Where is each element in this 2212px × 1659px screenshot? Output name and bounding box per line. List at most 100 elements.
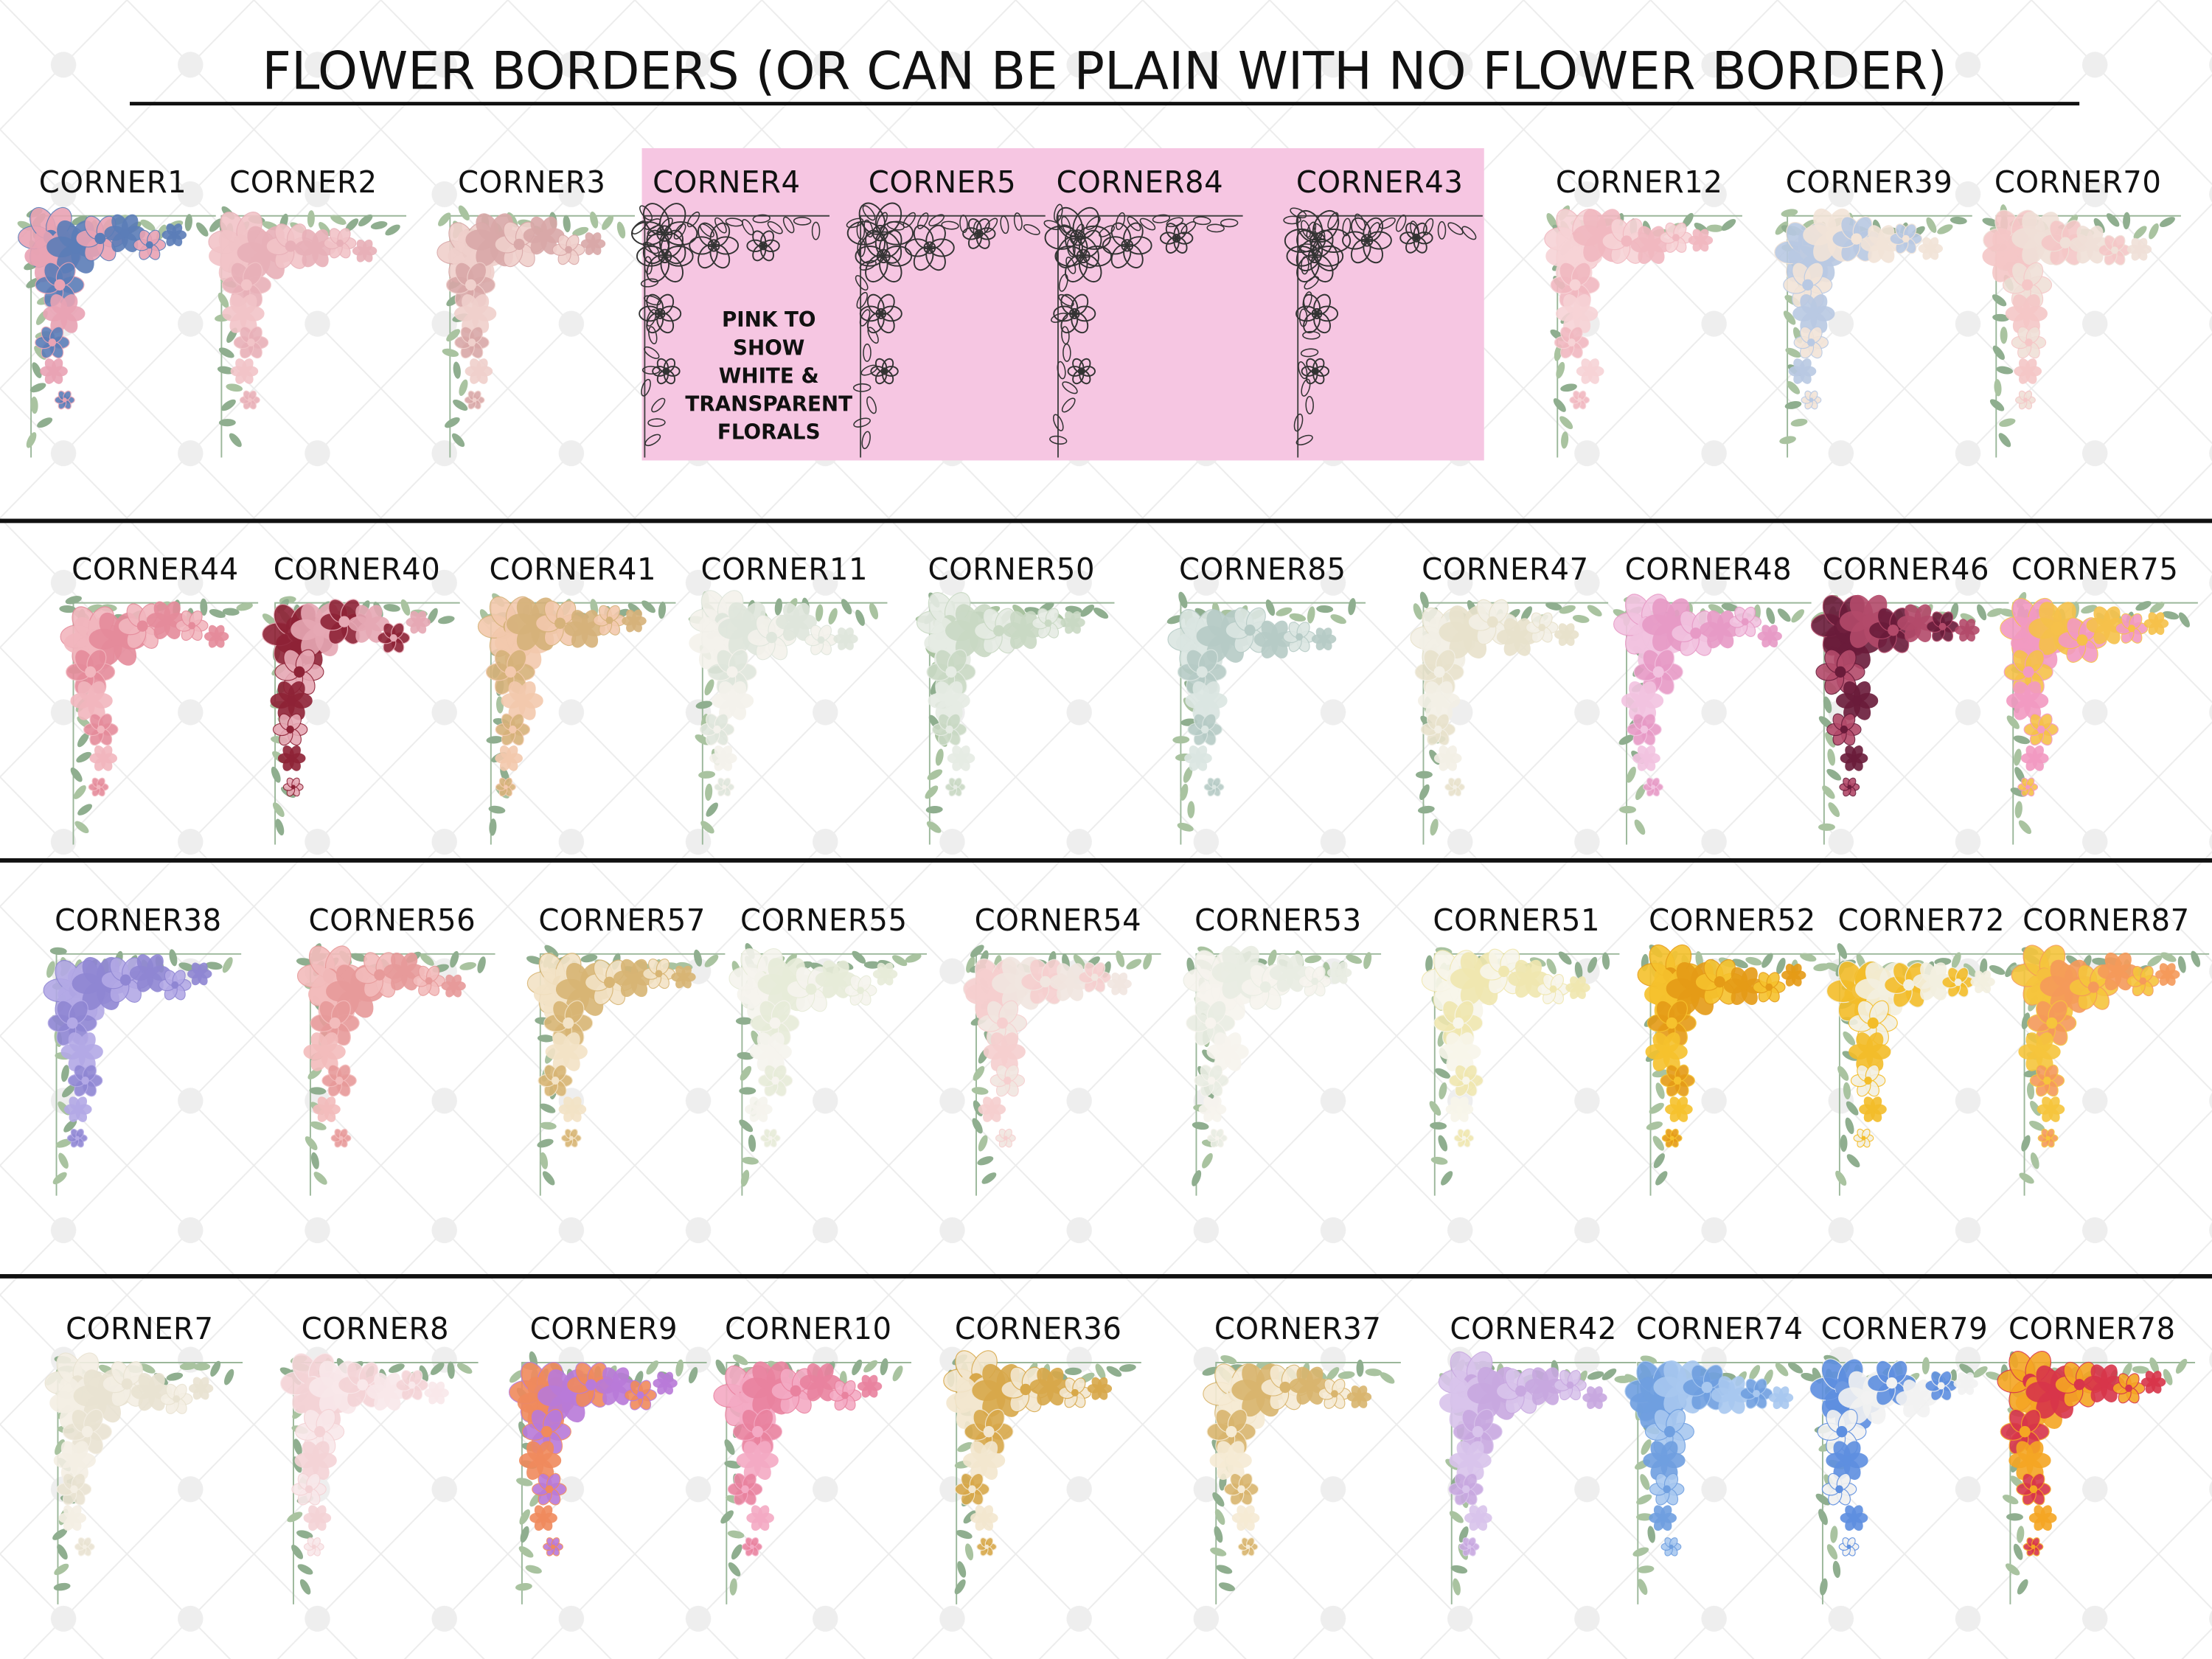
leaf	[1992, 313, 2010, 322]
leaf	[459, 379, 468, 396]
note-line: SHOW	[733, 335, 804, 360]
flower-center	[1927, 246, 1933, 251]
leaf	[220, 399, 236, 411]
flower-center	[1523, 974, 1534, 984]
flower-center	[1069, 229, 1086, 246]
petal	[879, 229, 902, 258]
flower-center	[1096, 1385, 1103, 1392]
flower-center	[1040, 975, 1051, 988]
flower-center	[171, 981, 179, 989]
flower-center	[535, 1455, 545, 1466]
flower-center	[1237, 1485, 1245, 1494]
flower-center	[755, 1106, 762, 1113]
flower-center	[983, 1426, 995, 1438]
flower-center	[1225, 1455, 1236, 1466]
leaf	[863, 343, 872, 362]
flower-center	[1331, 1390, 1338, 1398]
flower-center	[1172, 234, 1181, 243]
flower-center	[2048, 1106, 2054, 1113]
flower-center	[2076, 634, 2088, 646]
flower-center	[425, 977, 433, 985]
flower-center	[2039, 1514, 2046, 1521]
flower-center	[866, 1383, 873, 1389]
flower-center	[1767, 633, 1773, 639]
leaf	[1327, 212, 1339, 229]
flower-center	[1650, 785, 1656, 790]
flower-center	[97, 726, 105, 734]
leaf	[644, 346, 660, 359]
flower-center	[2022, 279, 2034, 291]
leaf	[453, 399, 468, 411]
leaf	[855, 275, 869, 291]
flower-center	[945, 666, 957, 678]
leaf	[1999, 418, 2016, 427]
flower-center	[1886, 1377, 1898, 1389]
flower-center	[1462, 1077, 1470, 1085]
flower-center	[382, 1387, 392, 1397]
leaf	[1553, 398, 1566, 412]
leaf	[1619, 806, 1637, 814]
flower-center	[476, 368, 482, 375]
flower-center	[1200, 726, 1209, 734]
flower-center	[1321, 636, 1327, 642]
note-line: FLORALS	[717, 420, 821, 444]
petal	[882, 358, 894, 373]
corner-label: CORNER46	[1822, 551, 1989, 586]
flower-center	[1356, 1394, 1363, 1400]
leaf	[140, 219, 156, 232]
flower-center	[434, 1390, 439, 1396]
flower-center	[505, 755, 512, 762]
corner-label: CORNER5	[869, 164, 1017, 200]
flower-center	[1661, 1046, 1672, 1057]
flower-center	[1003, 1135, 1008, 1141]
flower-center	[1869, 1106, 1877, 1113]
flower-center	[1020, 1383, 1032, 1396]
flower-center	[119, 974, 131, 986]
flower-center	[1807, 338, 1815, 347]
corner-label: CORNER50	[928, 551, 1095, 586]
flower-center	[1791, 972, 1797, 978]
corner-label: CORNER39	[1786, 164, 1953, 200]
flower-center	[85, 666, 97, 678]
corner-label: CORNER9	[530, 1311, 678, 1346]
petal	[656, 293, 675, 316]
flower-center	[540, 1514, 547, 1521]
flower-center	[817, 636, 825, 644]
leaf	[32, 362, 42, 378]
flower-center	[953, 785, 958, 790]
petal	[1072, 206, 1099, 240]
leaf	[1023, 223, 1040, 235]
leaf	[446, 329, 461, 342]
flower-center	[81, 1077, 89, 1085]
corner-label: CORNER52	[1649, 902, 1816, 938]
flower-center	[726, 666, 738, 678]
flower-center	[1270, 634, 1279, 644]
flower-center	[120, 228, 130, 238]
flower-center	[2102, 620, 2112, 630]
flower-center	[2025, 368, 2031, 375]
leaf	[1062, 343, 1071, 362]
leaf	[1290, 207, 1307, 219]
corner-label: CORNER38	[55, 902, 222, 938]
flower-center	[293, 666, 305, 678]
flower-center	[1569, 279, 1581, 291]
flower-center	[2031, 1544, 2036, 1549]
leaf	[1306, 221, 1317, 240]
corner-label: CORNER3	[458, 164, 606, 200]
flower-center	[1913, 618, 1923, 628]
leaf	[856, 291, 868, 309]
leaf	[1937, 224, 1953, 234]
leaf	[647, 418, 666, 428]
petal	[709, 222, 731, 248]
flower-center	[841, 1391, 849, 1399]
flower-center	[1201, 695, 1211, 706]
flower-center	[1486, 616, 1498, 628]
leaf	[1300, 348, 1319, 358]
corner-label: CORNER40	[274, 551, 441, 586]
flower-center	[399, 967, 409, 976]
leaf	[1049, 435, 1068, 445]
flower-center	[545, 1485, 554, 1494]
flower-center	[749, 1544, 754, 1549]
flower-center	[1071, 1388, 1079, 1397]
flower-center	[1851, 1514, 1857, 1521]
